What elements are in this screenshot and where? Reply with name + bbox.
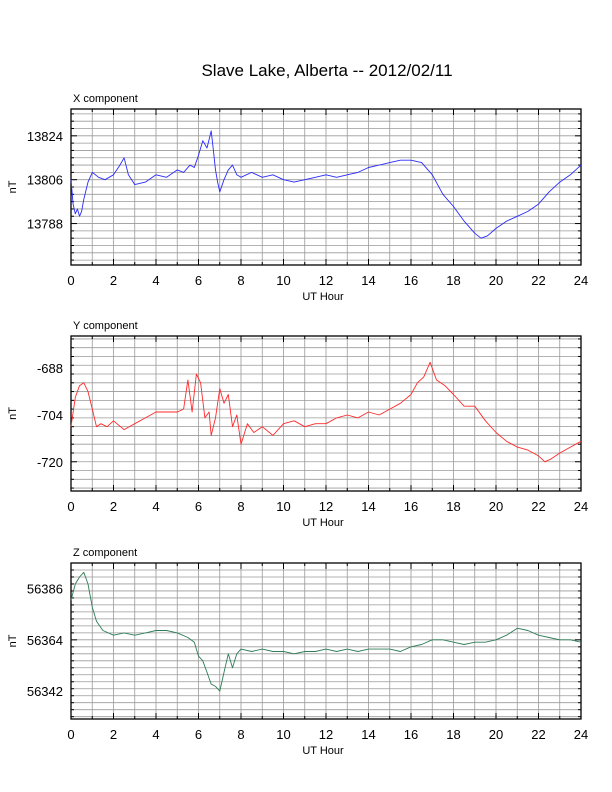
x-tick-label: 24 (574, 273, 588, 288)
x-tick-label: 0 (67, 273, 74, 288)
panel-title: Y component (73, 320, 138, 332)
series-line (70, 361, 582, 463)
y-tick-label: 13788 (27, 217, 63, 232)
x-tick-label: 18 (446, 499, 460, 514)
x-tick-label: 12 (319, 499, 333, 514)
figure-title: Slave Lake, Alberta -- 2012/02/11 (201, 61, 452, 80)
x-tick-label: 14 (361, 499, 375, 514)
x-tick-label: 22 (531, 727, 545, 742)
x-tick-label: 0 (67, 727, 74, 742)
y-tick-label: -688 (37, 361, 63, 376)
y-axis-label: nT (7, 407, 19, 420)
x-tick-label: 14 (361, 727, 375, 742)
x-tick-label: 8 (237, 273, 244, 288)
panel-title: X component (73, 93, 138, 105)
panel-title: Z component (73, 547, 137, 559)
x-tick-label: 20 (489, 273, 503, 288)
x-tick-label: 6 (195, 499, 202, 514)
x-tick-label: 22 (531, 273, 545, 288)
x-tick-label: 6 (195, 727, 202, 742)
x-tick-label: 16 (404, 727, 418, 742)
x-tick-label: 2 (110, 499, 117, 514)
x-axis-label: UT Hour (302, 517, 344, 529)
y-tick-label: 56364 (27, 633, 63, 648)
x-tick-label: 4 (152, 499, 159, 514)
y-tick-label: 56342 (27, 684, 63, 699)
x-tick-label: 4 (152, 273, 159, 288)
x-tick-label: 12 (319, 273, 333, 288)
x-tick-label: 0 (67, 499, 74, 514)
y-tick-label: 56386 (27, 582, 63, 597)
x-tick-label: 2 (110, 727, 117, 742)
x-tick-label: 18 (446, 273, 460, 288)
x-tick-label: 4 (152, 727, 159, 742)
y-axis-label: nT (7, 634, 19, 647)
series-line (70, 571, 582, 692)
x-tick-label: 6 (195, 273, 202, 288)
y-tick-label: 13806 (27, 173, 63, 188)
x-tick-label: 16 (404, 273, 418, 288)
series-line (70, 130, 582, 239)
x-axis-label: UT Hour (302, 291, 344, 303)
x-tick-label: 24 (574, 499, 588, 514)
x-tick-label: 18 (446, 727, 460, 742)
y-tick-label: -720 (37, 455, 63, 470)
x-tick-label: 10 (276, 499, 290, 514)
x-tick-label: 20 (489, 727, 503, 742)
x-tick-label: 20 (489, 499, 503, 514)
x-tick-label: 14 (361, 273, 375, 288)
y-tick-label: -704 (37, 408, 63, 423)
x-axis-label: UT Hour (302, 745, 344, 757)
x-tick-label: 16 (404, 499, 418, 514)
x-tick-label: 12 (319, 727, 333, 742)
x-tick-label: 8 (237, 727, 244, 742)
y-axis-label: nT (7, 180, 19, 193)
x-tick-label: 10 (276, 273, 290, 288)
x-tick-label: 2 (110, 273, 117, 288)
x-tick-label: 24 (574, 727, 588, 742)
x-tick-label: 22 (531, 499, 545, 514)
x-tick-label: 8 (237, 499, 244, 514)
x-tick-label: 10 (276, 727, 290, 742)
y-tick-label: 13824 (27, 129, 63, 144)
